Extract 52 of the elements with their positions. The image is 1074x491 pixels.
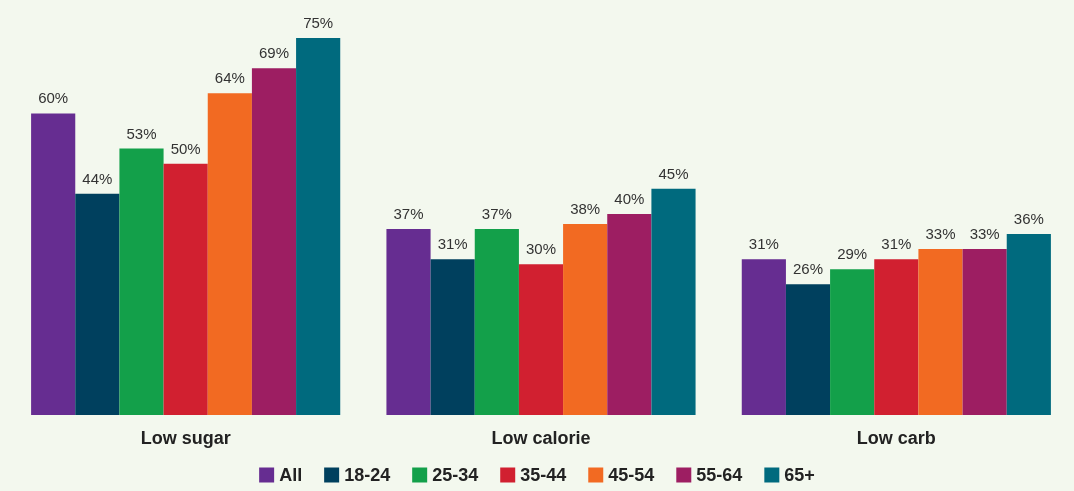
bar — [386, 229, 431, 415]
bar — [785, 284, 831, 415]
data-label: 26% — [792, 260, 824, 278]
data-label: 31% — [437, 235, 468, 253]
bar — [163, 163, 208, 415]
bar — [474, 229, 519, 415]
bar — [207, 93, 252, 415]
data-label: 53% — [126, 124, 157, 142]
x-tick-label: Low carb — [856, 428, 936, 448]
data-label: 75% — [303, 14, 334, 31]
data-label: 36% — [1013, 210, 1044, 228]
legend-label: 55-64 — [696, 465, 743, 485]
data-label: 64% — [214, 69, 245, 87]
data-label: 60% — [38, 89, 69, 107]
data-label: 33% — [969, 225, 1000, 243]
bar — [563, 223, 608, 415]
data-label: 31% — [748, 235, 779, 253]
bar — [1006, 234, 1051, 415]
bar — [607, 213, 652, 415]
data-label: 45% — [658, 164, 689, 182]
x-tick-label: Low sugar — [140, 428, 231, 448]
data-label: 44% — [82, 169, 113, 187]
data-label: 37% — [393, 205, 424, 223]
bar — [296, 38, 341, 415]
data-label: 37% — [481, 205, 512, 223]
legend-label: 45-54 — [608, 465, 655, 485]
bar — [651, 188, 696, 415]
bar — [119, 148, 164, 415]
bar — [31, 113, 76, 415]
legend-label: 25-34 — [432, 465, 479, 485]
data-label: 38% — [570, 199, 601, 217]
bar — [874, 259, 919, 415]
legend-label: 35-44 — [520, 465, 567, 485]
bar — [962, 249, 1007, 415]
legend-label: 65+ — [784, 465, 815, 485]
bar — [430, 259, 475, 415]
data-label: 29% — [837, 245, 868, 263]
data-label: 31% — [881, 235, 912, 253]
bar — [830, 269, 875, 415]
legend-label: All — [279, 465, 303, 485]
bar — [251, 68, 297, 415]
legend-label: 18-24 — [344, 465, 391, 485]
data-label: 50% — [170, 139, 201, 157]
data-label: 30% — [525, 240, 557, 258]
bar — [518, 264, 564, 415]
x-tick-label: Low calorie — [491, 428, 591, 448]
bar — [75, 193, 120, 415]
bar — [741, 259, 786, 415]
data-label: 33% — [925, 225, 956, 243]
bar — [918, 249, 963, 415]
data-label: 40% — [614, 189, 645, 207]
data-label: 69% — [258, 44, 290, 62]
